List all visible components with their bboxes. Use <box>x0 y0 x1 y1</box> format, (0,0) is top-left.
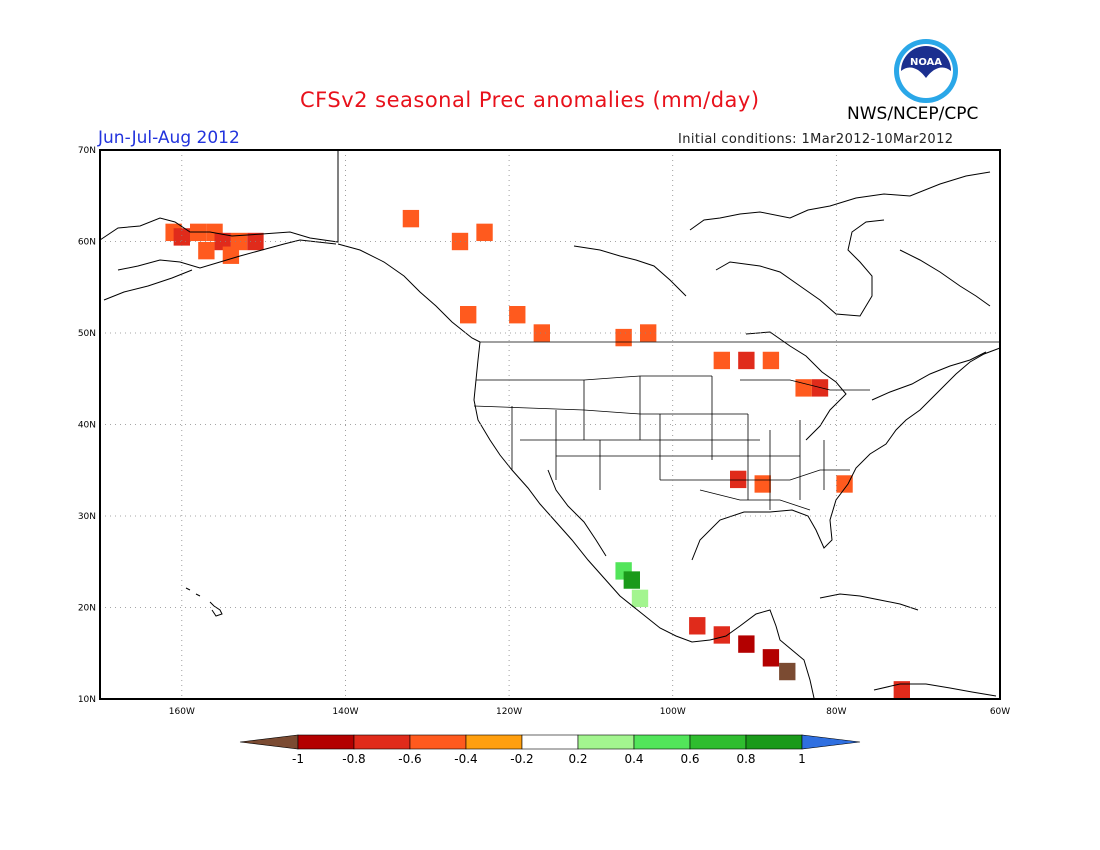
anomaly-cell <box>222 246 240 264</box>
colorbar-tick-label: 0.8 <box>736 752 755 766</box>
anomaly-cell <box>893 681 910 699</box>
anomaly-cell <box>762 351 780 370</box>
latitude-label: 40N <box>78 421 96 431</box>
anomaly-cell <box>198 241 215 260</box>
colorbar-min-arrow <box>239 734 299 750</box>
anomaly-cell <box>713 351 730 370</box>
colorbar-tick-label: -1 <box>292 752 304 766</box>
longitude-label: 60W <box>990 707 1010 717</box>
anomaly-cell <box>795 379 812 397</box>
longitude-label: 120W <box>496 707 522 717</box>
longitude-label: 80W <box>826 707 846 717</box>
colorbar-tick-label: -0.2 <box>510 752 533 766</box>
map-gridlines <box>100 150 1000 699</box>
map-title: CFSv2 seasonal Prec anomalies (mm/day) <box>300 88 760 112</box>
latitude-label: 20N <box>78 604 96 614</box>
anomaly-cell <box>402 209 420 228</box>
latitude-label: 70N <box>78 146 96 156</box>
anomaly-cell <box>877 612 894 630</box>
coastlines <box>99 150 1001 699</box>
latitude-labels: 70N 60N 50N 40N 30N 20N 10N <box>78 146 96 705</box>
longitude-label: 160W <box>169 707 195 717</box>
anomaly-cell <box>836 475 853 493</box>
longitude-label: 100W <box>660 707 686 717</box>
anomaly-cell <box>730 470 747 489</box>
anomaly-cell <box>738 635 755 653</box>
logo-text: NOAA <box>910 57 942 68</box>
anomaly-cell <box>615 328 632 347</box>
period-label: Jun-Jul-Aug 2012 <box>98 128 240 148</box>
map-frame <box>99 149 1001 700</box>
colorbar-tick-label: 0.2 <box>568 752 587 766</box>
anomaly-cell <box>623 571 640 589</box>
anomaly-cell <box>419 260 436 278</box>
colorbar-swatch <box>633 734 691 750</box>
anomaly-cell <box>460 306 477 324</box>
anomaly-cell <box>214 232 231 251</box>
colorbar-tick-label: -0.6 <box>398 752 421 766</box>
longitude-labels: 160W 140W 120W 100W 80W 60W <box>169 707 1010 717</box>
latitude-label: 50N <box>78 329 96 339</box>
agency-label: NWS/NCEP/CPC <box>847 104 979 124</box>
latitude-label: 60N <box>78 238 96 248</box>
anomaly-cell <box>713 626 730 644</box>
latitude-label: 10N <box>78 695 96 705</box>
colorbar-tick-label: 1 <box>798 752 806 766</box>
anomaly-cell <box>640 324 657 342</box>
colorbar-swatch <box>745 734 803 750</box>
noaa-logo-icon: NOAA <box>894 39 958 103</box>
colorbar-swatch <box>521 734 579 750</box>
colorbar-swatch <box>353 734 411 750</box>
colorbar-tick-label: -0.4 <box>454 752 477 766</box>
longitude-label: 140W <box>332 707 358 717</box>
initial-conditions-label: Initial conditions: 1Mar2012-10Mar2012 <box>678 132 954 147</box>
anomaly-cell <box>738 351 755 370</box>
anomaly-cell <box>631 589 649 608</box>
colorbar-tick-label: 0.4 <box>624 752 643 766</box>
colorbar-tick-label: -0.8 <box>342 752 365 766</box>
colorbar-swatch <box>409 734 467 750</box>
colorbar-swatch <box>577 734 635 750</box>
anomaly-cell <box>533 324 550 342</box>
colorbar-swatch <box>465 734 523 750</box>
anomaly-cell <box>631 452 649 470</box>
anomaly-cell <box>230 232 248 251</box>
colorbar-swatch <box>689 734 747 750</box>
colorbar-tick-label: 0.6 <box>680 752 699 766</box>
colorbar-swatch <box>297 734 355 750</box>
colorbar: -1 -0.8 -0.6 -0.4 -0.2 0.2 0.4 0.6 0.8 1 <box>239 734 861 766</box>
anomaly-cell <box>689 617 706 635</box>
anomaly-cell <box>811 424 829 443</box>
colorbar-max-arrow <box>801 734 861 750</box>
anomaly-cell <box>689 424 706 443</box>
anomaly-cell <box>476 223 493 242</box>
latitude-label: 30N <box>78 512 96 522</box>
anomaly-cell <box>779 662 796 681</box>
anomaly-cell <box>762 649 780 667</box>
anomaly-cells <box>165 209 960 699</box>
anomaly-cell <box>509 306 526 324</box>
anomaly-cell <box>754 475 771 493</box>
state-borders <box>473 341 1000 511</box>
